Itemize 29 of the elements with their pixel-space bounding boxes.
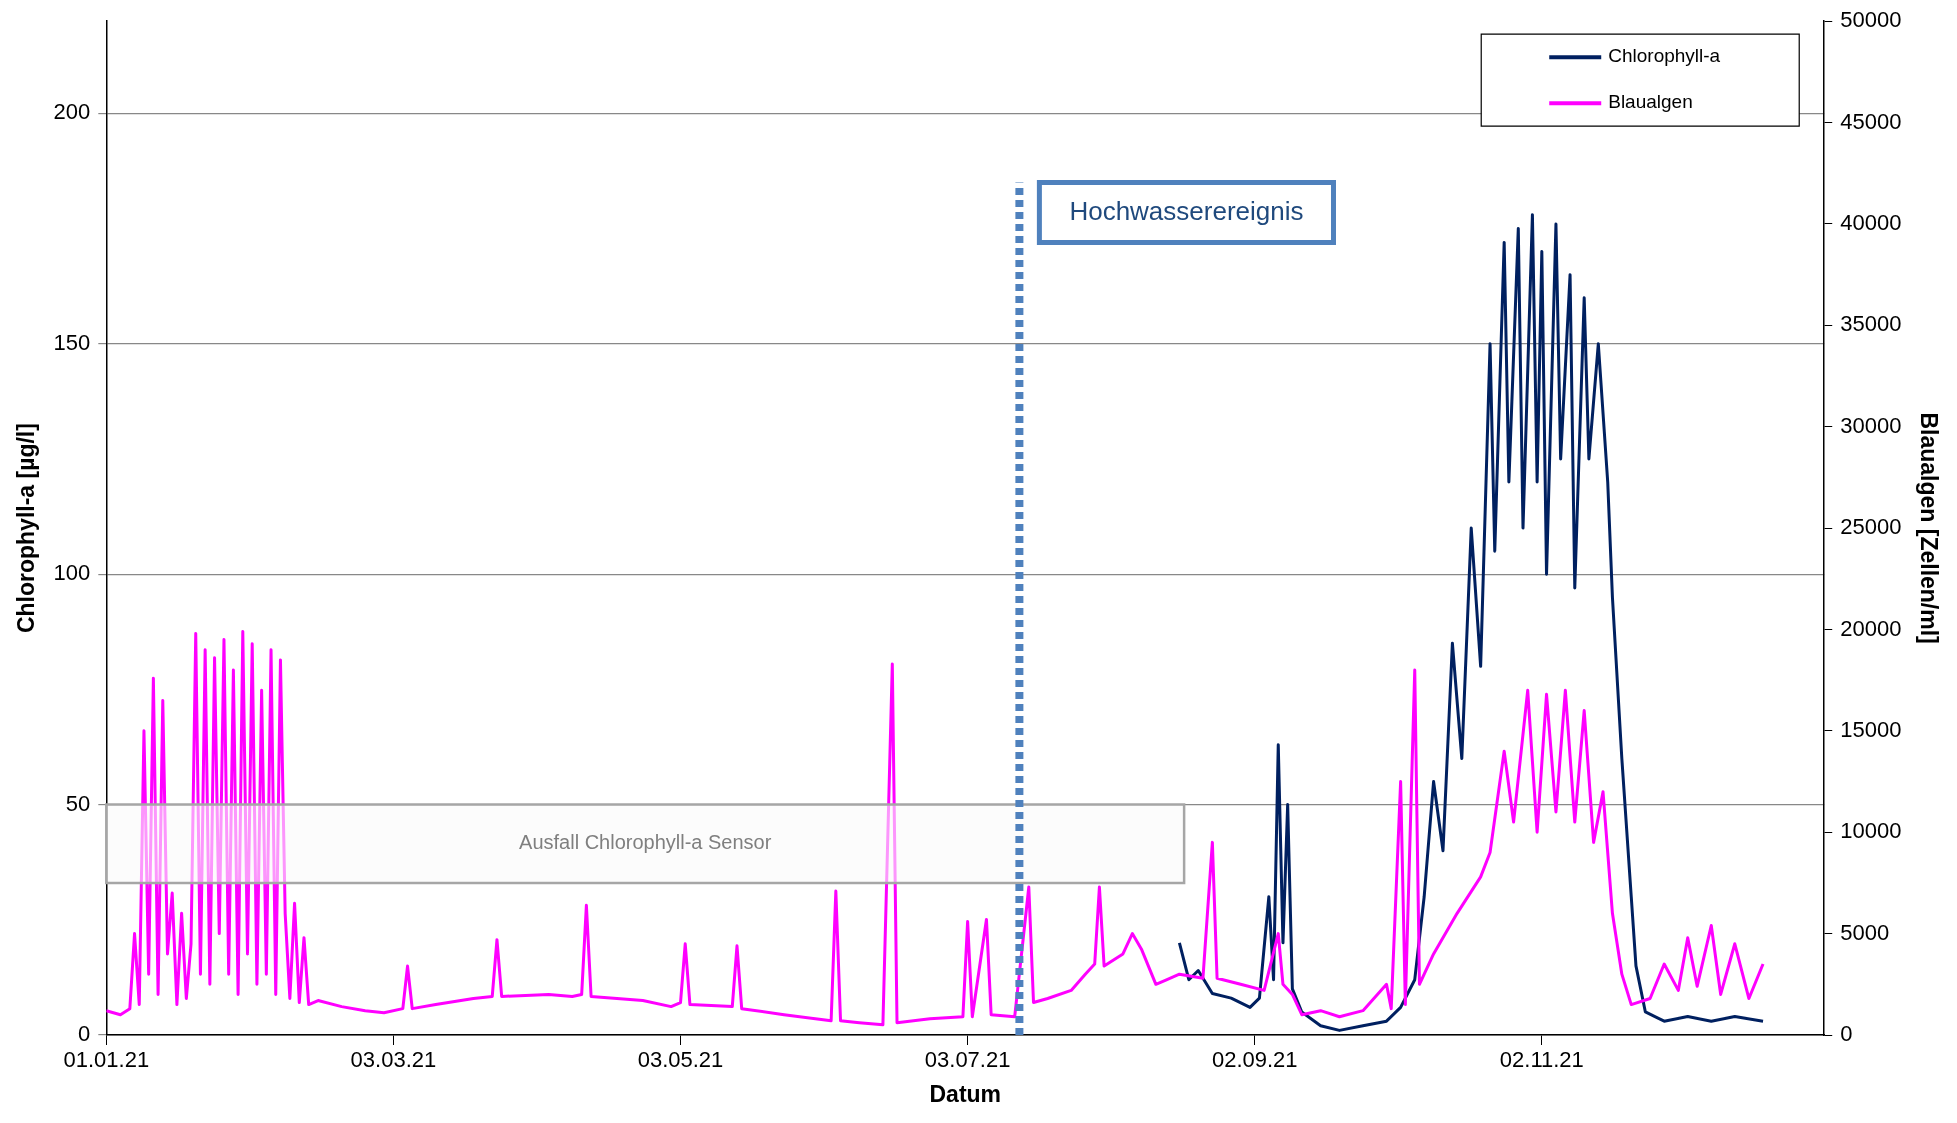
y2-tick-label: 15000 [1840, 716, 1902, 742]
band-label: Ausfall Chlorophyll-a Sensor [519, 831, 772, 854]
x-tick-label: 03.05.21 [637, 1047, 724, 1073]
ref-line-label: Hochwasserereignis [1069, 195, 1304, 226]
y2-tick-label: 40000 [1840, 210, 1902, 236]
y2-tick-label: 45000 [1840, 108, 1902, 134]
x-tick-label: 03.03.21 [350, 1047, 437, 1073]
x-axis-title: Datum [929, 1080, 1002, 1107]
y2-tick-label: 35000 [1840, 311, 1902, 337]
y2-tick-label: 0 [1840, 1021, 1853, 1047]
y2-tick-label: 10000 [1840, 818, 1902, 844]
y-tick-label: 100 [53, 560, 91, 586]
legend-label: Blaualgen [1608, 91, 1693, 113]
y2-tick-label: 5000 [1840, 919, 1890, 945]
y2-tick-label: 20000 [1840, 615, 1902, 641]
y2-tick-label: 25000 [1840, 514, 1902, 540]
x-tick-label: 02.11.21 [1499, 1047, 1584, 1073]
x-tick-label: 01.01.21 [63, 1047, 150, 1073]
y-tick-label: 200 [53, 99, 91, 125]
y2-tick-label: 50000 [1840, 7, 1902, 33]
y-tick-label: 0 [78, 1021, 91, 1047]
y-tick-label: 50 [65, 790, 91, 816]
y2-tick-label: 30000 [1840, 412, 1902, 438]
legend-label: Chlorophyll-a [1608, 45, 1721, 67]
y-axis-title: Chlorophyll-a [µg/l] [13, 423, 40, 634]
y2-axis-title: Blaualgen [Zellen/ml] [1915, 412, 1942, 644]
x-tick-label: 02.09.21 [1211, 1047, 1298, 1073]
y-tick-label: 150 [53, 329, 91, 355]
x-tick-label: 03.07.21 [924, 1047, 1011, 1073]
